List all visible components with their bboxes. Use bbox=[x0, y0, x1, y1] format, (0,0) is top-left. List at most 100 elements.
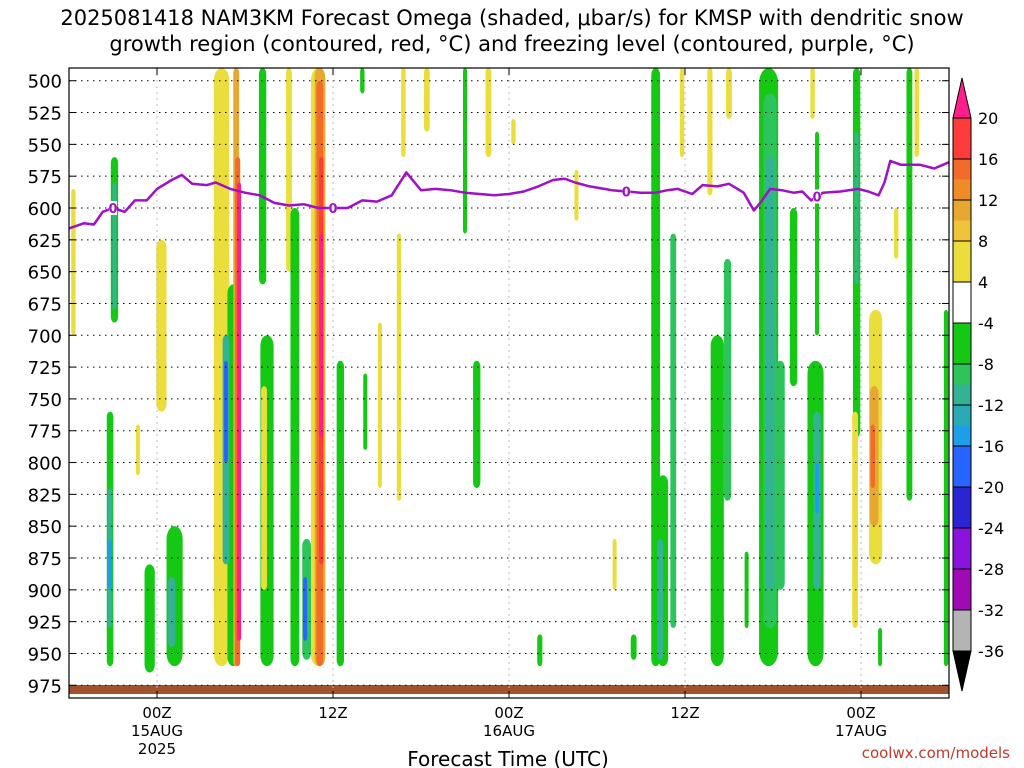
omega-region bbox=[537, 634, 543, 667]
y-tick-label: 850 bbox=[28, 517, 62, 538]
colorbar-band bbox=[953, 425, 971, 446]
omega-region bbox=[670, 233, 677, 629]
x-tick-label: 00Z bbox=[142, 704, 171, 722]
x-tick-label: 00Z bbox=[494, 704, 523, 722]
omega-region bbox=[914, 68, 919, 158]
omega-region bbox=[135, 424, 140, 476]
omega-region bbox=[261, 386, 267, 590]
colorbar-band bbox=[953, 220, 971, 241]
y-tick-label: 725 bbox=[28, 358, 62, 379]
x-tick-label: 12Z bbox=[670, 704, 699, 722]
y-tick-label: 575 bbox=[28, 167, 62, 188]
freezing-level-label: 0 bbox=[622, 185, 631, 200]
omega-region bbox=[894, 208, 899, 259]
ground-strip bbox=[69, 685, 949, 694]
omega-shading bbox=[71, 68, 949, 673]
y-axis: 500 525 550 575 600 625 650 675 700 725 750 775 800 8… bbox=[28, 72, 949, 697]
y-tick-label: 550 bbox=[28, 135, 62, 156]
freezing-level-contour: 0 0 0 0 bbox=[68, 159, 950, 230]
x-tick-date: 17AUG bbox=[835, 722, 887, 740]
omega-region bbox=[71, 188, 76, 336]
y-tick-label: 900 bbox=[28, 581, 62, 602]
omega-region bbox=[168, 577, 176, 648]
omega-region bbox=[485, 68, 492, 158]
x-tick-date: 15AUG bbox=[131, 722, 183, 740]
omega-region bbox=[156, 239, 167, 412]
colorbar-tick-label: 12 bbox=[978, 191, 998, 210]
colorbar-tick-label: -32 bbox=[978, 601, 1004, 620]
y-tick-label: 700 bbox=[28, 326, 62, 347]
omega-region bbox=[810, 68, 815, 119]
colorbar: 20 16 12 8 4 -4 -8 -12 -16 -20 -24 -28 -32 -36 bbox=[952, 77, 1004, 692]
y-tick-label: 500 bbox=[28, 72, 62, 93]
x-axis-label: Forecast Time (UTC) bbox=[407, 747, 609, 768]
colorbar-tick-label: 8 bbox=[978, 232, 988, 251]
colorbar-band bbox=[953, 179, 971, 200]
y-tick-label: 875 bbox=[28, 549, 62, 570]
colorbar-band bbox=[953, 405, 971, 426]
y-tick-label: 650 bbox=[28, 263, 62, 284]
chart-title-line-2: growth region (contoured, red, °C) and f… bbox=[109, 32, 915, 56]
y-tick-label: 600 bbox=[28, 199, 62, 220]
y-tick-label: 775 bbox=[28, 422, 62, 443]
contour-label-bg bbox=[622, 184, 631, 199]
colorbar-tick-label: 4 bbox=[978, 273, 988, 292]
omega-region bbox=[852, 411, 859, 628]
y-tick-label: 800 bbox=[28, 454, 62, 475]
colorbar-band bbox=[953, 159, 971, 180]
omega-region bbox=[789, 208, 798, 387]
omega-region bbox=[815, 131, 819, 336]
colorbar-tick-label: -20 bbox=[978, 478, 1004, 497]
omega-region bbox=[657, 538, 663, 660]
omega-region bbox=[303, 577, 308, 641]
x-tick-year: 2025 bbox=[138, 740, 176, 758]
y-tick-label: 825 bbox=[28, 485, 62, 506]
omega-region bbox=[723, 258, 732, 501]
colorbar-band bbox=[953, 323, 971, 364]
y-tick-label: 675 bbox=[28, 294, 62, 315]
x-tick-date: 16AUG bbox=[483, 722, 535, 740]
omega-region bbox=[511, 118, 516, 145]
omega-region bbox=[360, 68, 365, 94]
colorbar-band bbox=[953, 282, 971, 323]
colorbar-band bbox=[953, 487, 971, 528]
omega-region bbox=[223, 360, 228, 463]
y-tick-label: 625 bbox=[28, 231, 62, 252]
colorbar-tick-label: -24 bbox=[978, 519, 1004, 538]
colorbar-tick-label: -12 bbox=[978, 396, 1004, 415]
omega-region bbox=[401, 68, 406, 158]
colorbar-band bbox=[953, 569, 971, 610]
ground-fill bbox=[69, 685, 949, 694]
omega-region bbox=[630, 634, 637, 660]
colorbar-band bbox=[953, 384, 971, 405]
omega-region bbox=[775, 360, 785, 590]
omega-region bbox=[363, 373, 368, 450]
omega-region bbox=[744, 551, 749, 628]
colorbar-max-arrow bbox=[952, 77, 972, 119]
omega-region bbox=[574, 169, 579, 221]
freezing-level-line bbox=[68, 159, 950, 230]
omega-region bbox=[290, 208, 300, 667]
omega-region bbox=[473, 360, 481, 488]
chart-title-line-1: 2025081418 NAM3KM Forecast Omega (shaded… bbox=[60, 6, 964, 30]
omega-region bbox=[377, 322, 382, 488]
omega-region bbox=[815, 462, 819, 514]
omega-region bbox=[765, 157, 775, 590]
colorbar-band bbox=[953, 241, 971, 282]
colorbar-tick-label: 20 bbox=[978, 109, 998, 128]
y-tick-label: 750 bbox=[28, 390, 62, 411]
colorbar-band bbox=[953, 118, 971, 159]
y-tick-label: 925 bbox=[28, 613, 62, 634]
omega-region bbox=[612, 538, 617, 590]
colorbar-band bbox=[953, 446, 971, 487]
omega-region bbox=[144, 564, 155, 673]
omega-region bbox=[710, 335, 724, 667]
x-tick-label: 12Z bbox=[318, 704, 347, 722]
omega-region bbox=[108, 538, 113, 590]
colorbar-tick-label: -28 bbox=[978, 560, 1004, 579]
omega-region bbox=[258, 68, 267, 285]
omega-region bbox=[854, 131, 859, 285]
colorbar-tick-label: 16 bbox=[978, 150, 998, 169]
